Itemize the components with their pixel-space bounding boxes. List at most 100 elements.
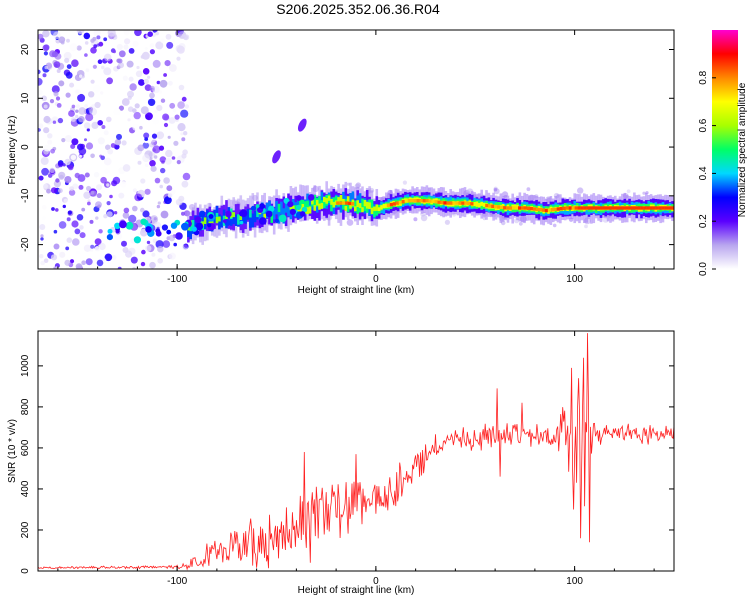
ridge-core	[434, 200, 438, 204]
ridge-core	[535, 207, 540, 212]
noise-blob	[164, 196, 172, 205]
noise-blob	[138, 79, 145, 86]
noise-blob	[98, 229, 103, 234]
ridge-core	[580, 206, 584, 210]
snr-ytick-label: 200	[20, 521, 31, 538]
halo-blob	[239, 229, 243, 233]
ridge-core	[595, 206, 599, 210]
noise-blob	[66, 217, 71, 222]
noise-blob	[86, 185, 92, 192]
noise-blob	[118, 105, 124, 111]
noise-blob	[140, 207, 145, 213]
ridge-cell	[478, 202, 481, 208]
ridge-cell	[215, 205, 219, 220]
noise-blob	[85, 142, 94, 150]
ridge-cell	[323, 196, 326, 203]
noise-blob	[61, 138, 66, 143]
noise-blob	[74, 228, 81, 235]
noise-blob	[168, 117, 176, 124]
ridge-core	[458, 201, 462, 205]
ridge-cell	[296, 197, 300, 211]
noise-blob	[151, 252, 156, 257]
ridge-cell	[385, 203, 388, 208]
noise-blob	[149, 160, 156, 167]
noise-blob	[85, 113, 94, 122]
noise-blob	[84, 138, 87, 142]
noise-blob	[163, 122, 169, 128]
noise-blob	[142, 142, 150, 149]
noise-blob	[154, 177, 161, 184]
noise-blob	[55, 208, 59, 212]
noise-blob	[157, 201, 161, 205]
spectrogram-frame	[37, 29, 675, 270]
noise-blob	[151, 133, 158, 139]
ridge-core	[649, 206, 653, 210]
noise-blob	[180, 109, 189, 118]
noise-blob	[107, 30, 116, 37]
ridge-core	[574, 206, 578, 210]
noise-blob	[71, 59, 79, 67]
spectrogram-ytick-label: 10	[20, 92, 31, 104]
noise-blob	[39, 224, 46, 230]
noise-blob	[158, 145, 165, 151]
noise-blob	[76, 45, 82, 51]
ridge-cell	[373, 206, 376, 212]
noise-blob	[121, 140, 127, 146]
noise-blob	[106, 211, 113, 218]
noise-blob	[84, 53, 88, 57]
ridge-core	[667, 206, 671, 210]
ridge-cell	[303, 201, 307, 210]
ridge-cell	[311, 199, 314, 205]
halo-blob	[626, 189, 631, 194]
halo-blob	[346, 182, 350, 186]
noise-blob	[107, 148, 114, 155]
noise-blob	[163, 177, 170, 184]
ridge-core	[562, 206, 566, 210]
noise-blob	[90, 153, 95, 159]
noise-blob	[132, 40, 139, 47]
ridge-cell	[227, 210, 231, 229]
noise-blob	[85, 258, 93, 266]
noise-blob	[50, 254, 58, 261]
ridge-cell	[313, 205, 317, 211]
noise-blob	[159, 156, 167, 163]
ridge-cell	[334, 195, 338, 205]
noise-blob	[144, 47, 148, 50]
ridge-core	[342, 201, 346, 205]
noise-blob	[63, 51, 72, 60]
noise-blob	[83, 122, 91, 129]
figure-title: S206.2025.352.06.36.R04	[276, 1, 440, 17]
ridge-blob	[222, 219, 227, 224]
noise-blob	[153, 217, 157, 221]
ridge-blob	[255, 204, 260, 208]
ridge-blob	[106, 234, 113, 241]
noise-blob	[183, 131, 188, 136]
noise-blob	[122, 164, 131, 172]
noise-blob	[184, 104, 190, 109]
ridge-core	[446, 201, 450, 205]
noise-blob	[65, 246, 70, 251]
ridge-core	[443, 201, 447, 205]
noise-blob	[71, 138, 79, 146]
noise-blob	[143, 78, 149, 84]
ridge-cell	[299, 199, 302, 211]
spectrogram-xtick-label: -100	[167, 274, 187, 285]
noise-blob	[175, 198, 183, 206]
ridge-cell	[232, 212, 235, 225]
ridge-core	[637, 206, 641, 210]
noise-blob	[51, 85, 60, 94]
ridge-cell	[251, 213, 255, 228]
ridge-blob	[155, 230, 162, 237]
ridge-cell	[277, 203, 281, 213]
ridge-cell	[325, 198, 328, 204]
noise-blob	[51, 207, 55, 211]
spectrogram-ytick-label: -10	[20, 188, 31, 203]
noise-blob	[41, 204, 47, 210]
noise-blob	[65, 266, 70, 269]
noise-blob	[140, 178, 146, 184]
ridge-blob	[199, 210, 206, 217]
noise-blob	[142, 68, 150, 75]
noise-blob	[149, 261, 156, 269]
ridge-cell	[482, 202, 486, 207]
noise-blob	[69, 43, 78, 52]
